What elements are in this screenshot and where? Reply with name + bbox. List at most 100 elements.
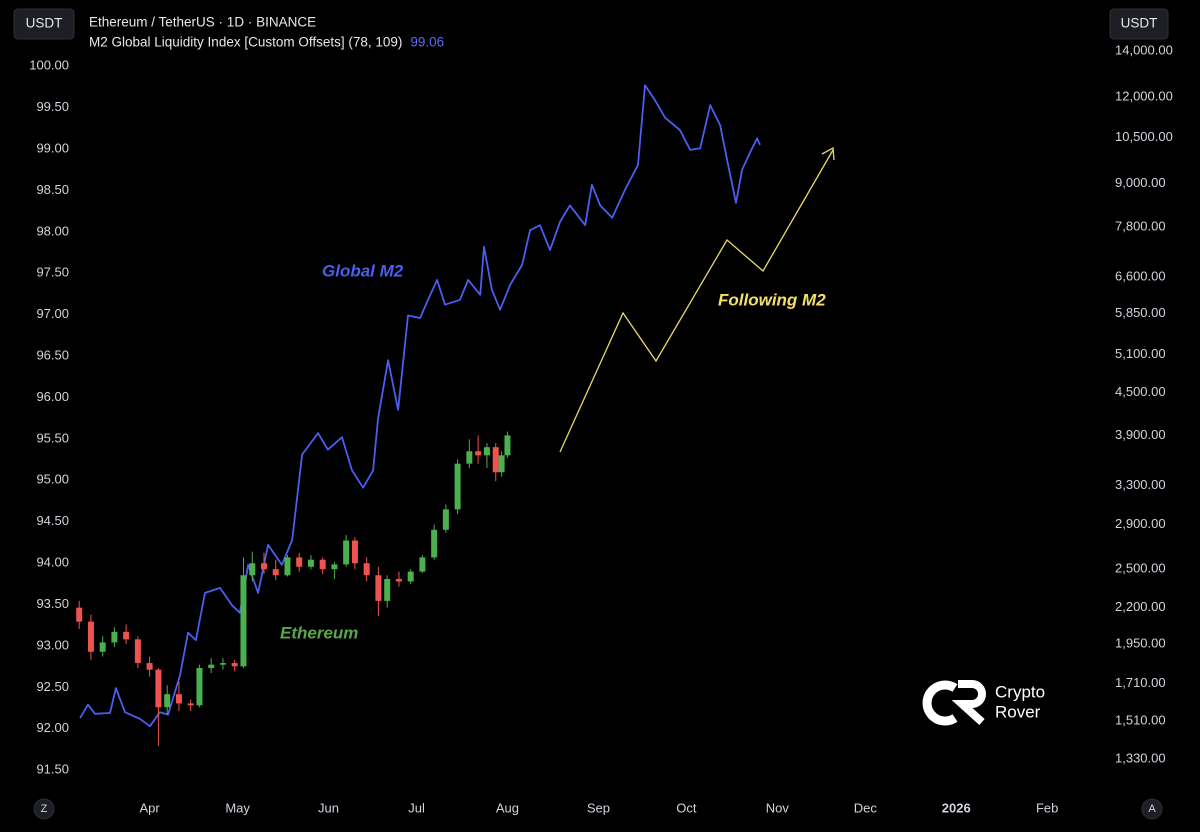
- candle-body: [175, 694, 182, 704]
- candle-body: [351, 540, 358, 564]
- candle-body: [343, 540, 350, 565]
- candle-body: [384, 578, 391, 601]
- y2-tick-label: 14,000.00: [1115, 42, 1173, 57]
- y-tick-label: 100.00: [29, 58, 69, 73]
- y2-tick-label: 1,950.00: [1115, 635, 1166, 650]
- currency-button[interactable]: [13, 8, 75, 40]
- x-tick-label: Jun: [318, 800, 339, 815]
- candle-body: [111, 631, 118, 643]
- y2-tick-label: 5,850.00: [1115, 305, 1166, 320]
- y2-tick-label: 5,100.00: [1115, 346, 1166, 361]
- y2-tick-label: 2,200.00: [1115, 599, 1166, 614]
- candle-body: [261, 563, 267, 570]
- logo-text: Crypto: [995, 682, 1045, 701]
- y-tick-label: 92.00: [36, 720, 69, 735]
- candle-body: [483, 447, 490, 456]
- x-tick-label: Sep: [587, 800, 610, 815]
- candle-body: [419, 557, 426, 572]
- symbol-title: Ethereum / TetherUS · 1D · BINANCE: [89, 15, 316, 30]
- y-tick-label: 94.00: [36, 555, 69, 570]
- currency-label: USDT: [26, 16, 63, 31]
- y-tick-label: 98.00: [36, 223, 69, 238]
- candle-body: [196, 668, 203, 706]
- y-tick-label: 95.00: [36, 472, 69, 487]
- annotation: Ethereum: [280, 623, 358, 642]
- y-tick-label: 91.50: [36, 762, 69, 777]
- y-tick-label: 97.00: [36, 306, 69, 321]
- candle-body: [475, 451, 482, 456]
- candle-body: [395, 578, 402, 582]
- y2-tick-label: 9,000.00: [1115, 175, 1166, 190]
- candle-body: [296, 557, 303, 567]
- candle-body: [466, 451, 473, 464]
- y2-tick-label: 2,900.00: [1115, 516, 1166, 531]
- candle-body: [76, 607, 83, 622]
- candle-body: [363, 563, 370, 576]
- x-tick-label: Jul: [408, 800, 425, 815]
- indicator-title: M2 Global Liquidity Index [Custom Offset…: [89, 35, 402, 50]
- y2-tick-label: 10,500.00: [1115, 129, 1173, 144]
- y-tick-label: 92.50: [36, 679, 69, 694]
- candle-body: [504, 435, 511, 456]
- y-tick-label: 95.50: [36, 430, 69, 445]
- indicator-value: 99.06: [410, 35, 444, 50]
- y-tick-label: 96.50: [36, 348, 69, 363]
- x-tick-label: Oct: [676, 800, 697, 815]
- annotation: Global M2: [322, 261, 404, 280]
- zoom-button[interactable]: [33, 798, 55, 820]
- candle-body: [272, 569, 279, 576]
- candle-body: [498, 455, 505, 473]
- y2-tick-label: 1,510.00: [1115, 712, 1166, 727]
- candle-body: [164, 694, 171, 708]
- y-tick-label: 93.50: [36, 596, 69, 611]
- y2-tick-label: 2,500.00: [1115, 561, 1166, 576]
- candle-body: [319, 559, 326, 570]
- y2-tick-label: 7,800.00: [1115, 218, 1166, 233]
- y2-tick-label: 1,330.00: [1115, 750, 1166, 765]
- y2-tick-label: 6,600.00: [1115, 269, 1166, 284]
- candle-body: [231, 663, 238, 667]
- candle-body: [249, 563, 256, 576]
- y-tick-label: 97.50: [36, 265, 69, 280]
- header: USDT Ethereum / TetherUS · 1D · BINANCE …: [13, 8, 1169, 50]
- candle-body: [431, 529, 438, 558]
- button-label: A: [1148, 803, 1156, 815]
- candle-body: [87, 621, 94, 652]
- y2-tick-label: 1,710.00: [1115, 675, 1166, 690]
- x-tick-label: Apr: [139, 800, 160, 815]
- candle-body: [442, 509, 449, 530]
- y-tick-label: 94.50: [36, 513, 69, 528]
- x-tick-label: Dec: [854, 800, 878, 815]
- y2-tick-label: 12,000.00: [1115, 89, 1173, 104]
- currency-label: USDT: [1121, 16, 1158, 31]
- logo-r: [951, 680, 986, 725]
- y-tick-label: 99.00: [36, 140, 69, 155]
- m2-line: [79, 84, 761, 728]
- y-tick-label: 98.50: [36, 182, 69, 197]
- candle-body: [99, 642, 106, 652]
- candle-body: [123, 631, 130, 640]
- x-tick-label: Feb: [1036, 800, 1058, 815]
- candles: [76, 431, 511, 746]
- y2-tick-label: 4,500.00: [1115, 384, 1166, 399]
- x-tick-label: 2026: [942, 800, 971, 815]
- x-tick-label: May: [225, 800, 250, 815]
- logo-c: [922, 680, 958, 726]
- candle-body: [331, 564, 338, 570]
- candle-body: [219, 663, 226, 665]
- candle-body: [407, 571, 414, 582]
- button-label: Z: [41, 803, 48, 815]
- candle-body: [187, 703, 194, 706]
- currency-button[interactable]: [1109, 8, 1169, 40]
- candle-body: [240, 575, 247, 667]
- y2-tick-label: 3,300.00: [1115, 477, 1166, 492]
- x-tick-label: Nov: [766, 800, 790, 815]
- candle-body: [134, 639, 141, 664]
- candle-body: [284, 557, 291, 576]
- annotation: Following M2: [718, 290, 826, 309]
- logo: Crypto Rover: [922, 680, 1045, 726]
- candle-body: [375, 575, 382, 601]
- auto-button[interactable]: [1141, 798, 1163, 820]
- candle-body: [492, 447, 499, 473]
